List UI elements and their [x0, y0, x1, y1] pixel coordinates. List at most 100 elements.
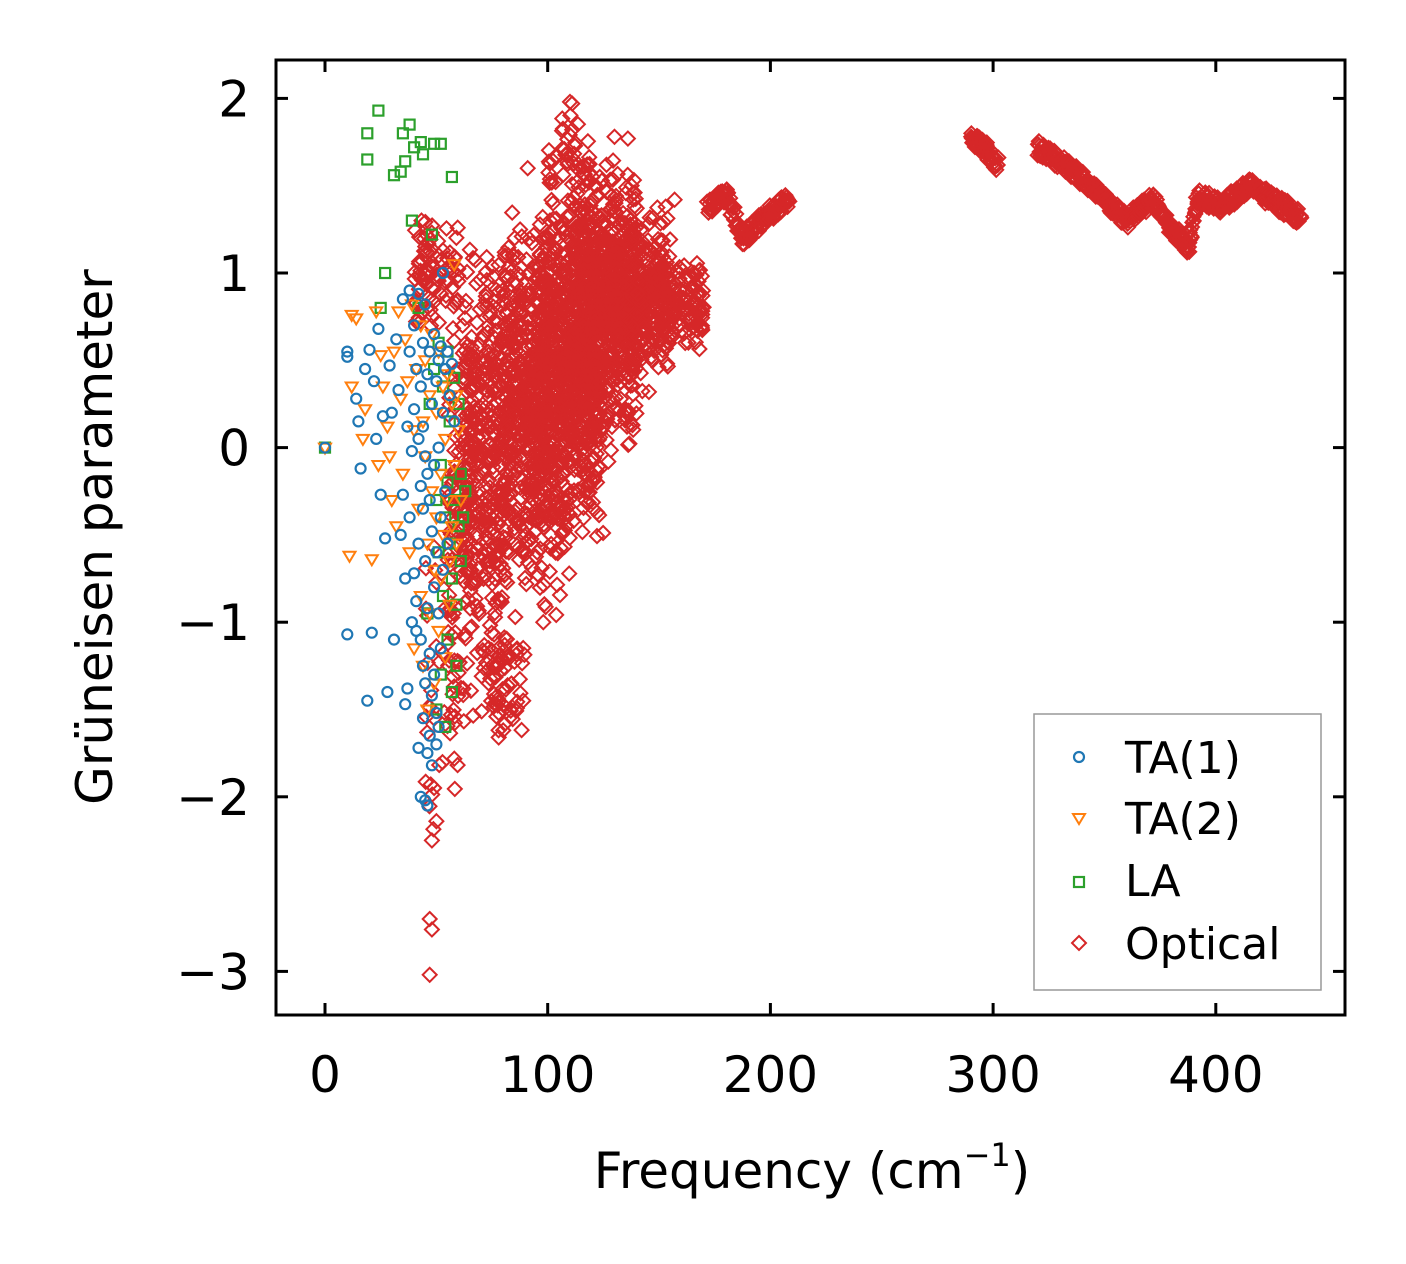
point-optical	[506, 229, 524, 247]
point-optical	[522, 530, 540, 548]
point-optical	[624, 191, 642, 209]
point-optical	[573, 523, 591, 541]
point-optical	[478, 404, 496, 422]
point-optical	[490, 721, 508, 739]
point-optical	[474, 372, 492, 390]
point-optical	[496, 295, 514, 313]
point-optical	[461, 619, 479, 637]
point-optical	[462, 452, 480, 470]
point-optical	[624, 385, 642, 403]
point-optical	[563, 414, 581, 432]
point-optical	[507, 406, 525, 424]
point-optical	[545, 445, 563, 463]
point-optical	[496, 243, 514, 261]
point-optical	[574, 386, 592, 404]
point-optical	[604, 152, 622, 170]
point-optical	[458, 263, 476, 281]
point-optical	[533, 559, 551, 577]
point-optical	[568, 240, 586, 258]
point-optical	[505, 337, 523, 355]
point-optical	[456, 626, 474, 644]
point-optical	[598, 156, 615, 174]
point-optical	[566, 291, 584, 309]
x-tick-label: 0	[309, 1046, 341, 1104]
point-optical	[530, 257, 548, 275]
point-optical	[533, 462, 551, 479]
point-optical	[552, 244, 570, 262]
point-optical	[542, 535, 560, 553]
point-optical	[541, 433, 559, 451]
point-optical	[541, 563, 559, 581]
point-optical	[443, 474, 461, 492]
point-optical	[534, 269, 552, 287]
point-optical	[463, 391, 481, 409]
point-optical	[470, 602, 488, 620]
point-optical	[468, 314, 486, 332]
point-optical	[590, 506, 608, 524]
point-optical	[517, 575, 535, 593]
point-optical	[530, 310, 548, 328]
point-optical	[505, 467, 523, 485]
point-optical	[507, 462, 525, 480]
point-optical	[464, 472, 482, 490]
point-optical	[483, 589, 501, 607]
point-optical	[493, 329, 511, 347]
point-optical	[463, 328, 481, 346]
point-optical	[563, 361, 581, 379]
point-optical	[535, 516, 553, 533]
point-optical	[471, 336, 489, 354]
point-optical	[461, 241, 479, 259]
legend-label-ta1: TA(1)	[1124, 733, 1241, 784]
point-optical	[584, 267, 602, 285]
point-optical	[504, 509, 522, 527]
point-optical	[471, 271, 489, 289]
point-optical	[529, 283, 547, 301]
point-optical	[606, 305, 624, 322]
point-optical	[462, 448, 479, 466]
point-optical	[517, 370, 535, 387]
y-tick-label: 1	[218, 245, 250, 303]
x-tick-label: 300	[945, 1046, 1040, 1104]
y-axis-label: Grüneisen parameter	[66, 269, 124, 805]
point-optical	[487, 554, 505, 572]
point-optical	[513, 303, 531, 321]
point-optical	[475, 570, 492, 588]
point-optical	[588, 438, 606, 456]
legend: TA(1) TA(2) LA Optical	[1033, 713, 1322, 991]
point-optical	[531, 216, 549, 233]
point-optical	[571, 359, 589, 377]
point-optical	[484, 360, 502, 378]
point-optical	[520, 230, 538, 248]
point-optical	[606, 411, 624, 429]
point-optical	[519, 554, 537, 571]
point-optical	[446, 395, 464, 413]
point-optical	[562, 405, 580, 423]
point-optical	[566, 245, 584, 263]
point-optical	[574, 374, 592, 392]
point-optical	[499, 418, 517, 436]
point-optical	[493, 385, 510, 403]
point-optical	[509, 388, 527, 406]
point-optical	[555, 492, 572, 510]
point-optical	[447, 522, 465, 540]
y-tick-label: −2	[176, 769, 250, 827]
point-optical	[517, 518, 535, 536]
point-optical	[547, 210, 565, 228]
x-tick-label: 100	[500, 1046, 595, 1104]
point-optical	[543, 472, 561, 490]
point-optical	[528, 543, 546, 561]
point-optical	[580, 494, 598, 512]
point-optical	[552, 300, 570, 318]
point-optical	[539, 301, 557, 319]
point-optical	[507, 275, 525, 293]
point-optical	[478, 553, 496, 570]
point-optical	[469, 427, 487, 445]
point-optical	[530, 328, 547, 346]
point-optical	[531, 579, 549, 597]
point-optical	[440, 586, 458, 604]
point-optical	[584, 191, 602, 209]
point-optical	[544, 194, 562, 212]
point-optical	[576, 196, 594, 213]
point-optical	[508, 537, 526, 554]
